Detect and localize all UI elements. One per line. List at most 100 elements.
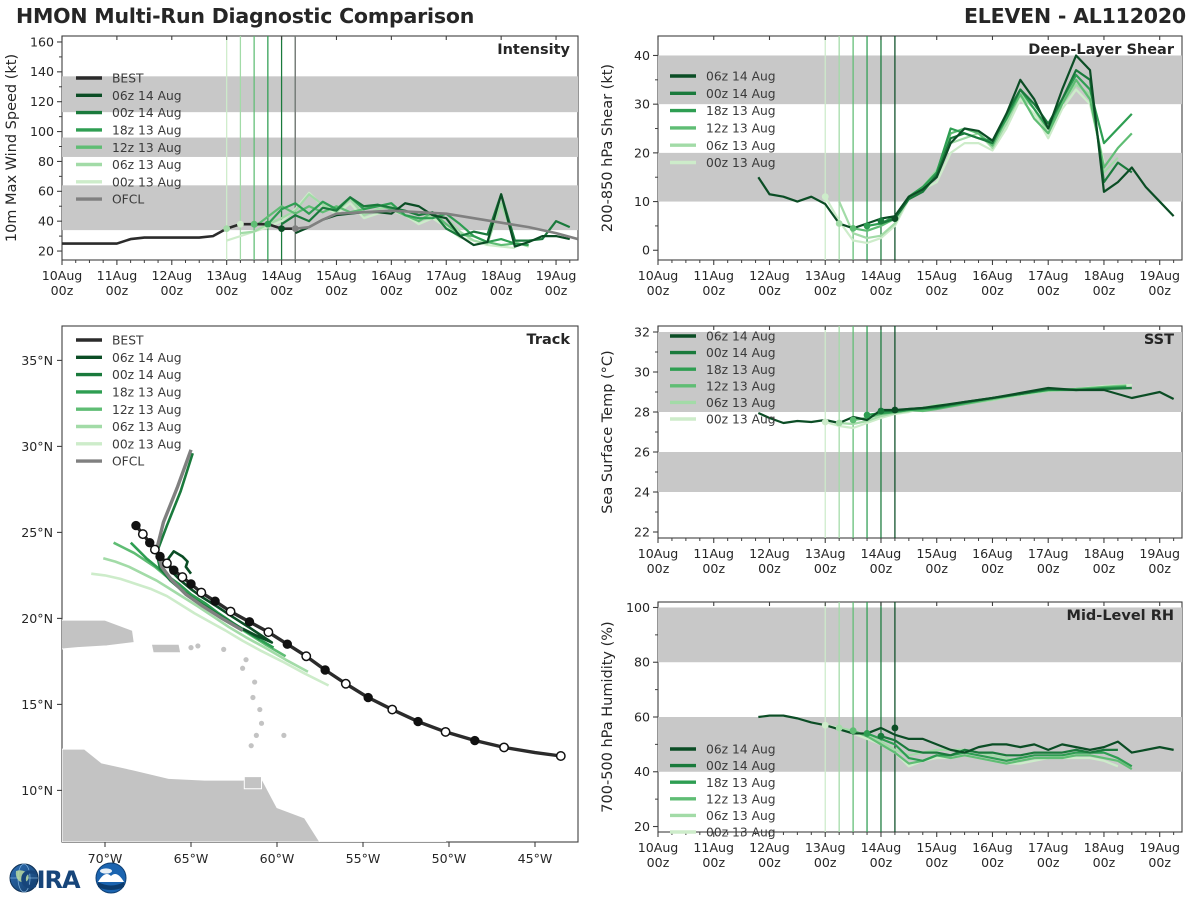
svg-text:00z: 00z [325,283,348,298]
y-axis-label: Sea Surface Temp (°C) [600,350,616,513]
svg-text:55°W: 55°W [346,851,381,866]
legend-label: 12z 13 Aug [112,403,182,417]
svg-text:00z: 00z [870,283,893,298]
cira-logo-graphic: CIRA [9,862,127,894]
legend-label: 06z 14 Aug [112,351,182,365]
svg-text:50°W: 50°W [432,851,467,866]
svg-text:00z: 00z [1148,561,1171,576]
svg-text:14Aug: 14Aug [861,840,902,855]
legend-label: 12z 13 Aug [706,379,776,393]
legend-label: 06z 14 Aug [706,330,776,344]
svg-text:28: 28 [634,404,650,419]
svg-text:00z: 00z [870,561,893,576]
svg-text:70°W: 70°W [88,851,123,866]
track-line [91,572,330,687]
svg-text:13Aug: 13Aug [805,840,846,855]
legend-label: 06z 14 Aug [706,743,776,757]
svg-text:00z: 00z [647,283,670,298]
svg-text:10Aug: 10Aug [42,268,83,283]
chart-sst: 22242628303210Aug00z11Aug00z12Aug00z13Au… [600,324,1183,576]
svg-text:00z: 00z [380,283,403,298]
svg-text:00z: 00z [814,283,837,298]
panel-title: SST [1144,332,1174,348]
svg-text:40: 40 [634,764,650,779]
y-axis-label: 200-850 hPa Shear (kt) [600,64,616,232]
series-line [824,88,1106,245]
svg-text:00z: 00z [647,561,670,576]
panel-shear: 0 10 20 30 40 10Aug 00z 11Aug 00z 12Aug 00z 13Aug 00… [596,28,1196,318]
svg-text:00z: 00z [981,283,1004,298]
x-axis: 10Aug00z11Aug00z12Aug00z13Aug00z14Aug00z… [42,36,576,298]
svg-text:00z: 00z [160,283,183,298]
svg-text:00z: 00z [814,855,837,870]
svg-text:00z: 00z [106,283,129,298]
legend-label: 12z 13 Aug [706,122,776,136]
svg-text:12Aug: 12Aug [151,268,192,283]
svg-text:19Aug: 19Aug [1139,546,1180,561]
legend-track: BEST 06z 14 Aug 00z 14 Aug 18z 13 Aug 12z 13… [76,334,182,469]
legend-label: 06z 14 Aug [706,70,776,84]
x-axis: 10Aug00z11Aug00z12Aug00z13Aug00z14Aug00z… [638,602,1180,870]
legend-label: 00z 13 Aug [706,156,776,170]
svg-text:00z: 00z [814,561,837,576]
x-axis: 10Aug00z11Aug00z12Aug00z13Aug00z14Aug00z… [638,36,1180,298]
legend-label: 12z 13 Aug [706,792,776,806]
threshold-bands [658,607,1182,772]
legend-label: 00z 14 Aug [112,368,182,382]
svg-text:00z: 00z [1148,283,1171,298]
svg-text:40: 40 [38,214,54,229]
svg-text:18Aug: 18Aug [1084,546,1125,561]
panel-sst: 22 24 26 28 30 32 10Aug 00z 11Aug 00z 12Aug 00z 13Au… [596,318,1196,594]
svg-text:16Aug: 16Aug [972,546,1013,561]
svg-text:35°N: 35°N [21,353,53,368]
chart-track: 10°N 15°N 20°N 25°N 30°N 35°N 70°W 65°W 60°W 55°W… [21,325,579,866]
svg-text:32: 32 [634,324,650,339]
svg-text:17Aug: 17Aug [426,268,467,283]
svg-text:12Aug: 12Aug [749,840,790,855]
legend-label: 00z 14 Aug [706,346,776,360]
svg-text:00z: 00z [545,283,568,298]
svg-text:120: 120 [30,94,54,109]
svg-text:10Aug: 10Aug [638,546,679,561]
init-markers [821,721,899,740]
track-axes: 10°N 15°N 20°N 25°N 30°N 35°N 70°W 65°W 60°W 55°W… [21,353,553,866]
svg-text:100: 100 [30,124,54,139]
chart-rh: 2040608010010Aug00z11Aug00z12Aug00z13Aug… [600,600,1183,870]
svg-text:00z: 00z [702,855,725,870]
init-markers [821,406,899,427]
svg-text:60°W: 60°W [260,851,295,866]
threshold-bands [62,76,578,231]
svg-text:00z: 00z [981,561,1004,576]
panel-title: Intensity [497,42,570,58]
svg-text:20°N: 20°N [21,611,53,626]
svg-text:80: 80 [38,154,54,169]
svg-text:00z: 00z [758,855,781,870]
svg-text:00z: 00z [870,855,893,870]
legend-label: 06z 13 Aug [706,809,776,823]
track-line [154,449,244,632]
legend-intensity: BEST 06z 14 Aug 00z 14 Aug 18z 13 Aug 12z 13… [76,72,182,207]
svg-text:00z: 00z [925,561,948,576]
y-axis-label: 10m Max Wind Speed (kt) [4,54,20,242]
legend-label: 00z 14 Aug [706,759,776,773]
svg-text:25°N: 25°N [21,525,53,540]
legend-label: 06z 13 Aug [706,139,776,153]
coastlines [62,619,447,842]
svg-text:CIRA: CIRA [20,866,81,894]
svg-text:00z: 00z [925,283,948,298]
series-line [757,386,1175,425]
cira-logo: CIRA [6,856,132,898]
chart-shear: 01020304010Aug00z11Aug00z12Aug00z13Aug00… [600,35,1183,298]
legend-label: BEST [112,72,144,86]
svg-text:00z: 00z [981,855,1004,870]
panel-track: 10°N 15°N 20°N 25°N 30°N 35°N 70°W 65°W 60°W 55°W… [0,318,596,878]
svg-text:18Aug: 18Aug [1084,840,1125,855]
svg-text:00z: 00z [758,561,781,576]
page-title-right: ELEVEN - AL112020 [964,4,1186,28]
svg-text:12Aug: 12Aug [749,546,790,561]
svg-text:11Aug: 11Aug [97,268,138,283]
svg-text:19Aug: 19Aug [1139,840,1180,855]
legend-label: OFCL [112,455,144,469]
x-axis: 10Aug00z11Aug00z12Aug00z13Aug00z14Aug00z… [638,326,1180,576]
svg-text:00z: 00z [1037,561,1060,576]
